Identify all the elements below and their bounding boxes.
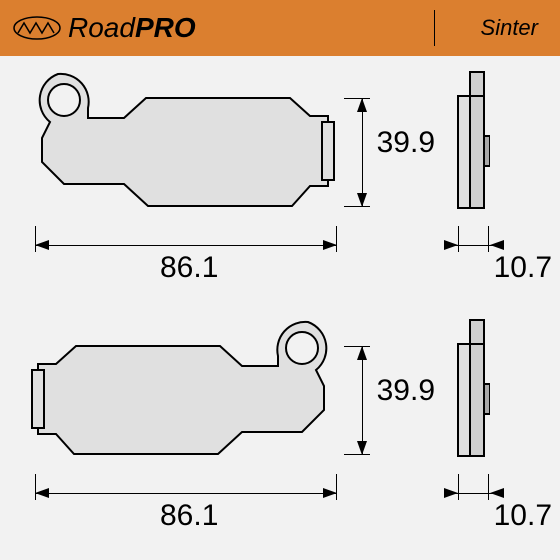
arrow-icon (357, 98, 367, 112)
arrow-icon (357, 346, 367, 360)
brand-bold: PRO (135, 12, 196, 43)
dim-ext (488, 226, 489, 252)
height-value: 39.9 (377, 126, 435, 160)
dim-line (35, 493, 337, 494)
arrow-icon (444, 240, 458, 250)
dim-line (362, 98, 363, 206)
dim-ext (458, 226, 459, 252)
arrow-icon (357, 441, 367, 455)
arrow-icon (35, 240, 49, 250)
dim-ext (458, 474, 459, 500)
thickness-value: 10.7 (494, 251, 552, 285)
arrow-icon (444, 488, 458, 498)
arrow-icon (35, 488, 49, 498)
pad-row-1: 86.1 39.9 10.7 (0, 56, 560, 302)
thickness-value: 10.7 (494, 499, 552, 533)
width-value: 86.1 (160, 251, 218, 285)
pad-side-2 (454, 314, 490, 474)
brand-logo-icon (12, 15, 62, 41)
brand-prefix: Road (68, 12, 135, 43)
arrow-icon (323, 488, 337, 498)
header-divider (434, 10, 435, 46)
width-value: 86.1 (160, 499, 218, 533)
dim-line (362, 346, 363, 454)
diagram-area: 86.1 39.9 10.7 (0, 56, 560, 548)
pad-row-2: 86.1 39.9 10.7 (0, 304, 560, 550)
pad-side-1 (454, 66, 490, 226)
header-bar: RoadPRO Sinter (0, 0, 560, 56)
dim-line (35, 245, 337, 246)
arrow-icon (490, 240, 504, 250)
pad-face-2 (28, 314, 338, 474)
dim-ext (488, 474, 489, 500)
arrow-icon (490, 488, 504, 498)
arrow-icon (357, 193, 367, 207)
brand-title: RoadPRO (68, 12, 196, 44)
category-label: Sinter (481, 15, 538, 41)
arrow-icon (323, 240, 337, 250)
pad-face-1 (28, 66, 338, 226)
height-value: 39.9 (377, 374, 435, 408)
